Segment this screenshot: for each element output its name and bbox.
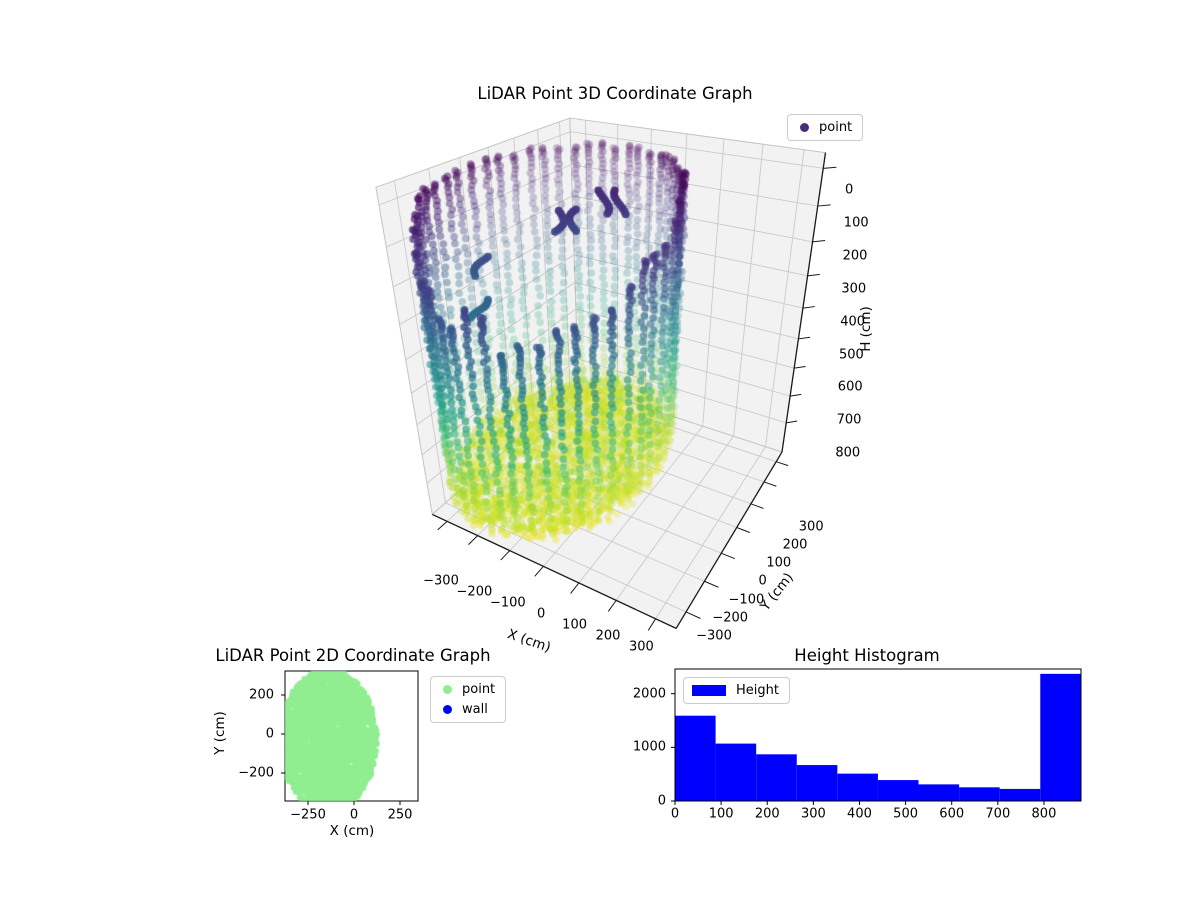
hist-x-tick-label: 300 bbox=[800, 806, 826, 822]
y3d-tick-label: 300 bbox=[798, 519, 824, 535]
hist-x-tick-label: 200 bbox=[754, 806, 780, 822]
legend-label-height: Height bbox=[736, 683, 779, 698]
z3d-tick-label: 200 bbox=[842, 248, 868, 264]
height-bar-swatch bbox=[692, 685, 726, 696]
legend-item-height: Height bbox=[692, 682, 779, 699]
hist-x-tick-label: 700 bbox=[985, 806, 1011, 822]
plot2d-y-axis-label: Y (cm) bbox=[212, 711, 228, 755]
legend-item-point: point bbox=[439, 681, 495, 698]
y3d-tick-label: 0 bbox=[758, 573, 767, 589]
hist-x-tick-label: 100 bbox=[708, 806, 734, 822]
point-marker-swatch bbox=[800, 123, 809, 132]
plot2d-legend: point wall bbox=[430, 676, 507, 723]
x3d-tick-label: −200 bbox=[456, 584, 493, 600]
y2d-tick-label: −200 bbox=[238, 765, 274, 781]
hist-x-tick-label: 400 bbox=[847, 806, 872, 822]
y2d-tick-label: 200 bbox=[249, 687, 274, 703]
y3d-tick-label: 100 bbox=[766, 555, 792, 571]
x3d-tick-label: 100 bbox=[562, 617, 588, 633]
y3d-tick-label: −300 bbox=[696, 628, 732, 644]
z3d-tick-label: 600 bbox=[837, 379, 863, 395]
y3d-tick-label: −100 bbox=[728, 592, 765, 608]
x3d-tick-label: 200 bbox=[595, 628, 621, 644]
y3d-tick-label: −200 bbox=[712, 610, 749, 626]
legend-label-point: point bbox=[462, 682, 496, 697]
x2d-tick-label: −250 bbox=[290, 807, 326, 823]
z3d-tick-label: 300 bbox=[841, 281, 867, 297]
legend-item-point: point bbox=[796, 119, 852, 136]
z3d-tick-label: 500 bbox=[839, 347, 864, 362]
wall-marker-swatch bbox=[443, 705, 452, 714]
hist-y-tick-label: 1000 bbox=[632, 739, 666, 755]
plot3d-legend: point bbox=[787, 114, 864, 141]
hist-x-tick-label: 600 bbox=[939, 806, 965, 822]
z3d-tick-label: 800 bbox=[835, 445, 861, 461]
x3d-tick-label: −300 bbox=[423, 573, 459, 589]
legend-label-wall: wall bbox=[462, 702, 488, 717]
y3d-tick-label: 200 bbox=[782, 537, 808, 553]
x3d-tick-label: −100 bbox=[489, 595, 526, 611]
hist-y-tick-label: 2000 bbox=[632, 686, 666, 702]
hist-x-tick-label: 500 bbox=[893, 806, 919, 822]
plot2d-title: LiDAR Point 2D Coordinate Graph bbox=[215, 646, 491, 665]
x3d-tick-label: 300 bbox=[628, 639, 654, 655]
legend-label-point: point bbox=[819, 120, 853, 135]
x3d-tick-label: 0 bbox=[537, 606, 546, 622]
point-marker-swatch bbox=[443, 685, 452, 694]
z3d-tick-label: 400 bbox=[840, 314, 866, 330]
hist-y-tick-label: 0 bbox=[657, 793, 666, 809]
plot3d-title: LiDAR Point 3D Coordinate Graph bbox=[477, 84, 753, 103]
hist-x-tick-label: 0 bbox=[670, 806, 680, 822]
x2d-tick-label: 250 bbox=[387, 807, 413, 823]
z3d-tick-label: 0 bbox=[845, 182, 854, 198]
hist-legend: Height bbox=[683, 677, 790, 704]
legend-item-wall: wall bbox=[439, 701, 495, 718]
hist-title: Height Histogram bbox=[794, 646, 940, 665]
plot2d-x-axis-label: X (cm) bbox=[329, 823, 375, 839]
x2d-tick-label: 0 bbox=[349, 807, 359, 823]
z3d-tick-label: 700 bbox=[836, 412, 862, 428]
y2d-tick-label: 0 bbox=[265, 726, 274, 742]
hist-x-tick-label: 800 bbox=[1031, 806, 1057, 822]
z3d-tick-label: 100 bbox=[843, 215, 869, 231]
